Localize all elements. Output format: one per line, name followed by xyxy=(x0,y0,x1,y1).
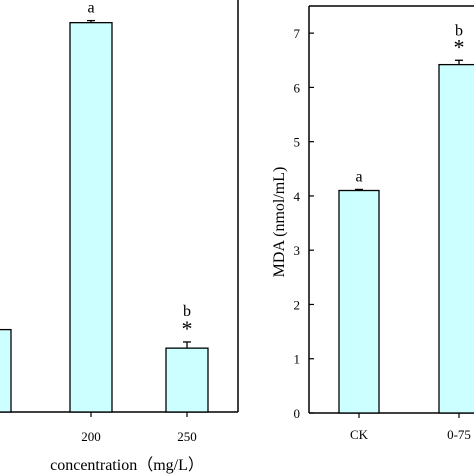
bar xyxy=(438,63,474,414)
y-tick-label: 3 xyxy=(294,243,301,258)
left-chart-panel: concentration（mg/L） 200 a 250 *b xyxy=(0,0,239,474)
x-tick-label: 250 xyxy=(177,429,197,444)
x-tick-label: 0-75 xyxy=(447,427,471,442)
y-tick-label: 0 xyxy=(294,406,301,421)
y-tick-label: 1 xyxy=(294,352,301,367)
significance-marker: * xyxy=(454,34,465,59)
y-tick-label: 6 xyxy=(294,80,301,95)
right-y-axis-title: MDA (nmol/mL) xyxy=(271,167,288,278)
y-tick-label: 5 xyxy=(294,135,301,150)
x-tick-label: 200 xyxy=(81,429,101,444)
y-tick-label: 4 xyxy=(294,189,301,204)
significance-letter: a xyxy=(355,168,362,185)
x-tick-label: CK xyxy=(350,427,369,442)
bar xyxy=(165,347,209,413)
left-x-axis-title: concentration（mg/L） xyxy=(50,456,204,474)
bar xyxy=(0,328,12,413)
significance-letter: a xyxy=(87,0,94,17)
bar xyxy=(69,22,113,413)
right-chart-panel: MDA (nmol/mL) 0 1 2 3 4 5 6 7 CK a 0-75 *b xyxy=(271,5,474,442)
significance-letter: b xyxy=(183,303,191,320)
y-tick-label: 7 xyxy=(294,26,301,41)
significance-letter: b xyxy=(455,22,463,39)
significance-marker: * xyxy=(182,316,193,341)
bar xyxy=(338,189,380,414)
y-tick-label: 2 xyxy=(294,297,301,312)
